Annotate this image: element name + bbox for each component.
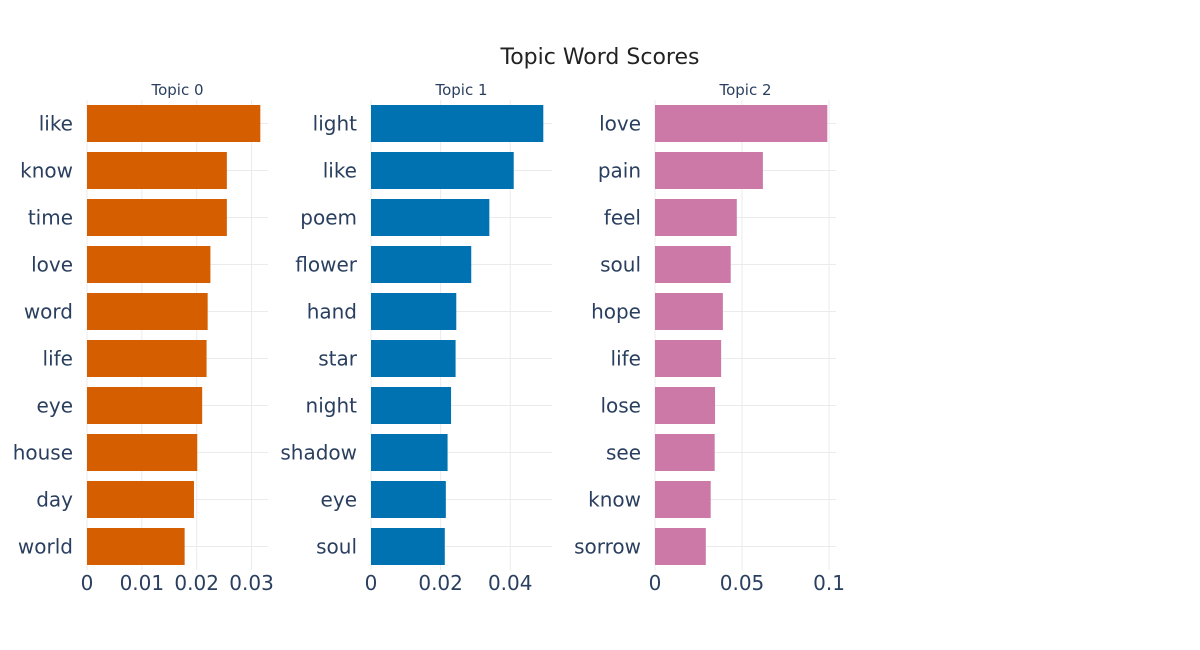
bar <box>655 528 706 565</box>
category-label: see <box>606 441 641 465</box>
category-label: shadow <box>280 441 357 465</box>
chart-panels: Topic 0 like know time love word life eye house d… <box>13 81 845 595</box>
bar <box>371 434 448 471</box>
category-label: pain <box>598 159 641 183</box>
bar <box>87 340 207 377</box>
bar <box>655 481 711 518</box>
bar <box>87 152 227 189</box>
bar <box>87 481 194 518</box>
bar <box>87 246 211 283</box>
bar <box>87 434 198 471</box>
category-label: life <box>611 347 641 371</box>
bar <box>371 105 544 142</box>
panel-title: Topic 0 <box>150 81 203 99</box>
bar <box>655 152 763 189</box>
bar <box>655 246 731 283</box>
chart-title: Topic Word Scores <box>500 45 700 70</box>
category-label: know <box>20 159 73 183</box>
bar <box>655 387 716 424</box>
bar <box>655 434 715 471</box>
category-label: like <box>39 112 73 136</box>
topic-panel: Topic 0 like know time love word life eye house d… <box>13 81 274 595</box>
topic-panel: Topic 2 love pain feel soul hope life lose see kn… <box>574 81 845 595</box>
category-label: life <box>43 347 73 371</box>
category-label: know <box>588 488 641 512</box>
category-label: like <box>323 159 357 183</box>
x-tick-label: 0 <box>81 571 94 595</box>
category-label: soul <box>600 253 641 277</box>
category-label: love <box>599 112 641 136</box>
x-tick-label: 0.03 <box>229 571 274 595</box>
category-label: time <box>28 206 73 230</box>
bar <box>87 387 203 424</box>
category-label: hope <box>591 300 641 324</box>
x-tick-label: 0.02 <box>418 571 463 595</box>
category-label: world <box>18 535 73 559</box>
bar <box>371 340 456 377</box>
bar <box>655 105 828 142</box>
bar <box>655 340 722 377</box>
bar <box>655 199 737 236</box>
category-label: night <box>306 394 358 418</box>
bar <box>371 246 472 283</box>
panel-title: Topic 2 <box>718 81 771 99</box>
bar <box>87 528 185 565</box>
category-label: lose <box>600 394 641 418</box>
category-label: light <box>313 112 357 136</box>
bar <box>371 528 445 565</box>
category-label: word <box>24 300 73 324</box>
x-tick-label: 0.04 <box>488 571 533 595</box>
category-label: soul <box>316 535 357 559</box>
category-label: love <box>31 253 73 277</box>
bar <box>371 199 490 236</box>
bar <box>371 293 457 330</box>
bar <box>655 293 723 330</box>
bar <box>87 105 261 142</box>
category-label: day <box>36 488 73 512</box>
bar <box>371 481 446 518</box>
category-label: star <box>318 347 358 371</box>
category-label: house <box>13 441 73 465</box>
category-label: eye <box>37 394 73 418</box>
x-tick-label: 0.1 <box>813 571 845 595</box>
bar <box>371 387 452 424</box>
bar <box>87 293 208 330</box>
panel-title: Topic 1 <box>434 81 487 99</box>
x-tick-label: 0.05 <box>720 571 765 595</box>
category-label: flower <box>295 253 357 277</box>
topic-panel: Topic 1 light like poem flower hand star night s… <box>280 81 552 595</box>
category-label: poem <box>300 206 357 230</box>
category-label: feel <box>604 206 641 230</box>
x-tick-label: 0 <box>365 571 378 595</box>
x-tick-label: 0.02 <box>174 571 219 595</box>
bar <box>371 152 514 189</box>
bar <box>87 199 227 236</box>
x-tick-label: 0.01 <box>120 571 165 595</box>
category-label: eye <box>321 488 357 512</box>
category-label: sorrow <box>574 535 641 559</box>
category-label: hand <box>307 300 357 324</box>
x-tick-label: 0 <box>649 571 662 595</box>
